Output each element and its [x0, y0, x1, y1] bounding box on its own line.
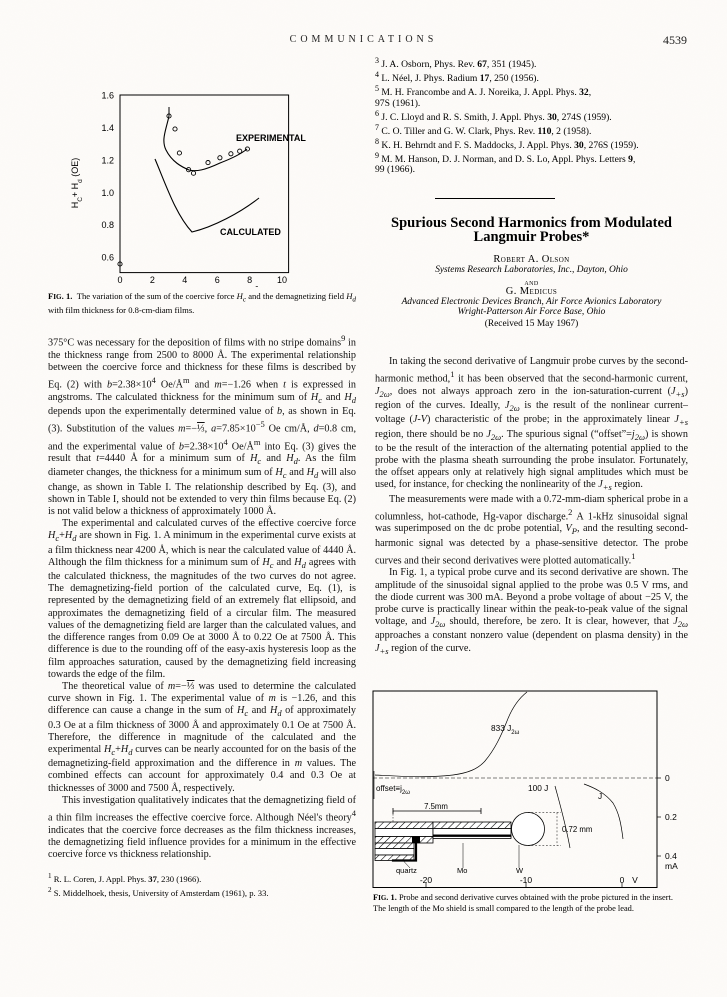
svg-text:mA: mA	[665, 861, 678, 871]
svg-text:833 J2ω: 833 J2ω	[491, 723, 520, 736]
svg-text:1.4: 1.4	[101, 123, 114, 133]
svg-text:0.2: 0.2	[665, 812, 677, 822]
svg-text:CALCULATED: CALCULATED	[220, 227, 281, 237]
svg-text:1.6: 1.6	[101, 91, 114, 101]
svg-text:quartz: quartz	[396, 866, 417, 875]
svg-text:2: 2	[150, 275, 155, 285]
svg-text:6: 6	[215, 275, 220, 285]
svg-text:J: J	[598, 791, 602, 801]
svg-text:0.6: 0.6	[101, 253, 114, 263]
svg-text:1.2: 1.2	[101, 155, 114, 165]
svg-text:10: 10	[277, 275, 287, 285]
svg-text:8: 8	[247, 275, 252, 285]
svg-text:0.4: 0.4	[665, 851, 677, 861]
svg-text:HC+ Hd (OE): HC+ Hd (OE)	[70, 158, 84, 209]
svg-text:0: 0	[665, 773, 670, 783]
svg-text:V: V	[632, 875, 638, 885]
svg-text:0.8: 0.8	[101, 220, 114, 230]
svg-text:7.5mm: 7.5mm	[424, 802, 448, 811]
svg-text:0.72 mm: 0.72 mm	[562, 825, 592, 834]
svg-text:1.0: 1.0	[101, 188, 114, 198]
svg-text:W: W	[516, 866, 524, 875]
svg-text:4: 4	[182, 275, 187, 285]
svg-text:EXPERIMENTAL: EXPERIMENTAL	[236, 133, 306, 143]
svg-text:100 J: 100 J	[528, 783, 548, 793]
svg-text:0: 0	[117, 275, 122, 285]
svg-text:Mo: Mo	[457, 866, 467, 875]
svg-text:FILM THICKNESS (10³ Å): FILM THICKNESS (10³ Å)	[142, 286, 265, 287]
svg-text:offset≡j2ω: offset≡j2ω	[376, 784, 410, 796]
